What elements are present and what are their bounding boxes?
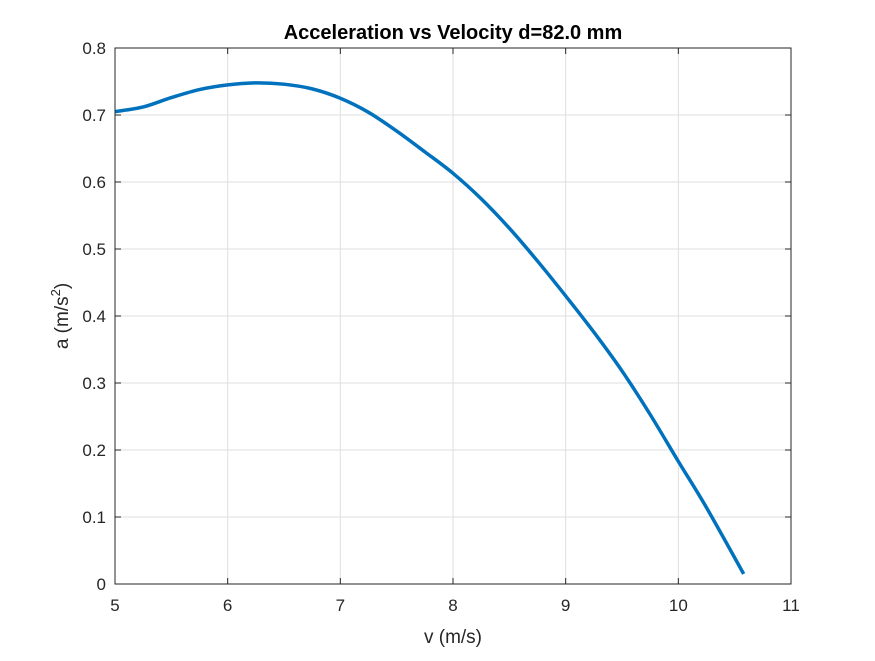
y-tick-label: 0.2 [82,441,106,460]
y-axis-label-end: ) [52,283,73,289]
series-layer [114,81,746,575]
y-tick-label: 0.8 [82,39,106,58]
y-axis-label-base: a (m/s [52,296,73,349]
y-tick-label: 0.3 [82,374,106,393]
x-tick-label: 8 [448,596,457,615]
y-tick-label: 0.6 [82,173,106,192]
x-tick-label: 11 [782,596,800,615]
ticks: 5 6 7 8 9 10 11 0 0.1 0.2 0.3 0.4 0.5 0.6 0.7 0.8 [82,39,799,615]
x-tick-label: 9 [561,596,570,615]
y-tick-label: 0 [97,575,106,594]
x-tick-label: 6 [223,596,232,615]
y-tick-label: 0.1 [82,508,106,527]
x-tick-label: 5 [110,596,119,615]
chart-title: Acceleration vs Velocity d=82.0 mm [284,22,623,44]
y-axis-label-superscript: 2 [48,289,63,296]
series-line [114,81,746,575]
x-tick-label: 7 [336,596,345,615]
y-axis-label: a (m/s2) [48,283,73,349]
x-tick-label: 10 [669,596,688,615]
x-axis-label: v (m/s) [424,627,482,648]
y-tick-label: 0.4 [82,307,106,326]
y-tick-label: 0.5 [82,240,106,259]
grid [115,48,791,584]
y-tick-label: 0.7 [82,106,106,125]
